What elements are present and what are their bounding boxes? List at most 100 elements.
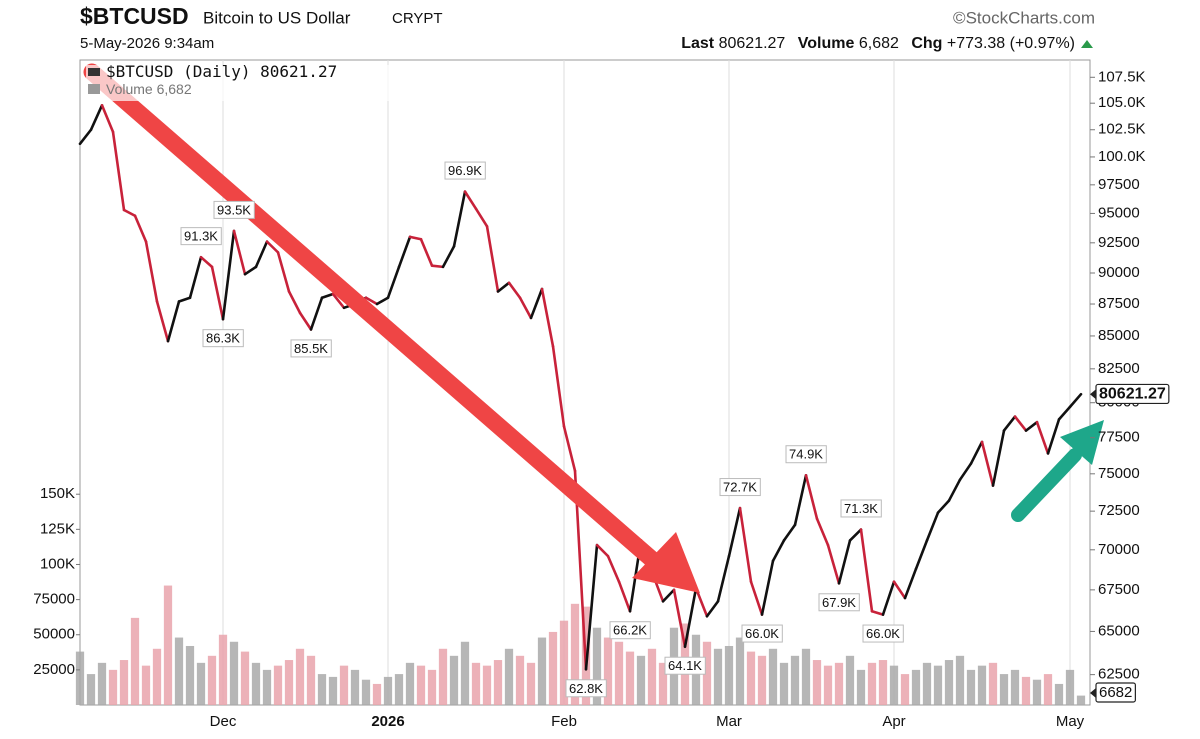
price-segment <box>859 528 874 613</box>
last-label: Last <box>681 35 715 52</box>
y-tick-label: 95000 <box>1098 204 1140 221</box>
price-segment <box>870 609 885 616</box>
last-value-label: 80621.27 <box>1099 385 1166 402</box>
y2-tick-label: 25000 <box>33 661 75 678</box>
price-segment <box>562 425 577 473</box>
value-label-box <box>719 478 761 497</box>
y-tick-label: 102.5K <box>1098 121 1146 138</box>
legend-price: $BTCUSD (Daily) 80621.27 <box>106 62 337 81</box>
volume-bar <box>570 603 580 705</box>
volume-bar <box>416 665 426 705</box>
price-segment <box>199 255 214 269</box>
value-label-box <box>290 339 332 358</box>
value-label-box <box>840 499 882 518</box>
price-segment <box>771 539 786 563</box>
price-segment <box>210 265 225 321</box>
y-tick-label: 105.0K <box>1098 94 1146 111</box>
volume-bar <box>328 676 338 705</box>
volume-bar <box>504 648 514 705</box>
value-label: 91.3K <box>184 229 218 244</box>
y2-tick-label: 150K <box>40 485 75 502</box>
volume-bar <box>163 585 173 705</box>
x-tick-label: May <box>1056 713 1085 730</box>
volume-bar <box>790 655 800 705</box>
price-segment <box>331 292 346 310</box>
volume-bar <box>317 674 327 705</box>
price-segment <box>815 517 830 547</box>
price-segment <box>1013 415 1028 432</box>
price-segment <box>551 345 566 428</box>
volume-bar <box>933 665 943 705</box>
volume-bar <box>944 660 954 705</box>
volume-bar <box>900 674 910 705</box>
y2-tick-label: 125K <box>40 520 75 537</box>
volume-bar <box>856 669 866 705</box>
price-segment <box>452 190 467 248</box>
volume-bar <box>361 679 371 705</box>
volume-bar <box>207 655 217 705</box>
x-tick-label: Apr <box>882 713 905 730</box>
volume-bar <box>1010 669 1020 705</box>
price-segment <box>837 539 852 585</box>
up-arrow-head <box>1060 420 1104 465</box>
value-label: 64.1K <box>668 658 702 673</box>
price-segment <box>100 103 115 134</box>
legend-last: 80621.27 <box>260 62 337 81</box>
quote-line: Last 80621.27 Volume 6,682 Chg +773.38 (… <box>681 35 1075 52</box>
volume-bar <box>878 660 888 705</box>
price-segment <box>144 240 159 303</box>
price-segment <box>947 478 962 502</box>
price-segment <box>463 190 478 211</box>
legend-volume-last: 6,682 <box>157 81 192 97</box>
value-label: 86.3K <box>206 331 240 346</box>
price-segment <box>364 296 379 306</box>
y-tick-label: 87500 <box>1098 295 1140 312</box>
y-tick-label: 77500 <box>1098 429 1140 446</box>
y2-tick-label: 100K <box>40 555 75 572</box>
source: ©StockCharts.com <box>953 8 1095 27</box>
price-segment <box>485 224 500 293</box>
volume-bar <box>240 651 250 705</box>
price-segment <box>276 251 291 293</box>
price-segment <box>584 543 599 671</box>
volume-bar <box>559 620 569 705</box>
volume-bar <box>845 655 855 705</box>
value-label: 66.0K <box>866 626 900 641</box>
price-segment <box>122 208 137 218</box>
volume-bar <box>493 660 503 705</box>
price-segment <box>782 523 797 542</box>
value-label: 85.5K <box>294 341 328 356</box>
volume-bar <box>977 665 987 705</box>
value-label: 72.7K <box>723 480 757 495</box>
price-line <box>78 103 1083 671</box>
symbol: $BTCUSD <box>80 3 189 29</box>
value-label: 62.8K <box>569 681 603 696</box>
volume-bar <box>86 674 96 705</box>
volume-bar <box>482 665 492 705</box>
y-tick-label: 107.5K <box>1098 68 1146 85</box>
y-tick-label: 70000 <box>1098 541 1140 558</box>
volume-bar <box>460 641 470 705</box>
value-label-box <box>213 200 255 219</box>
volume-bar <box>438 648 448 705</box>
value-label-box <box>785 445 827 464</box>
price-segment <box>705 600 720 618</box>
price-segment <box>232 229 247 276</box>
chg-value: +773.38 (+0.97%) <box>947 35 1075 52</box>
y-tick-label: 75000 <box>1098 465 1140 482</box>
price-segment <box>672 588 687 649</box>
volume-bar <box>746 651 756 705</box>
volume-bar <box>603 637 613 705</box>
annotations: 91.3K 86.3K 93.5K 85.5K 96.9K 62.8K 66.2K 64.1K… <box>180 161 904 698</box>
price-segment <box>320 292 335 300</box>
value-label: 93.5K <box>217 202 251 217</box>
price-segment <box>716 554 731 603</box>
value-label-box <box>202 329 244 348</box>
volume-bar <box>218 634 228 705</box>
volume-bar <box>339 665 349 705</box>
timestamp: 5-May-2026 9:34am <box>80 35 214 52</box>
trend-arrows <box>83 63 1104 593</box>
volume-bar <box>922 662 932 705</box>
price-segment <box>1002 415 1017 432</box>
down-arrow-shaft <box>83 63 664 571</box>
